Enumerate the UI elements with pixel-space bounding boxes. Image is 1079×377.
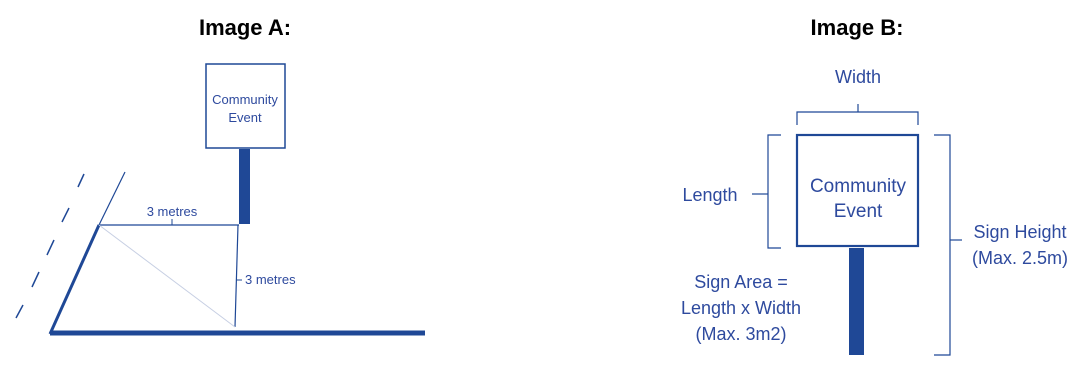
- image-a-road-edge-dashes: [15, 173, 85, 319]
- image-b-width-bracket: [796, 111, 919, 125]
- image-a-horizontal-distance-label: 3 metres: [147, 204, 198, 219]
- image-a-sign-post: [239, 149, 250, 224]
- image-b-sign-text-line2: Event: [834, 201, 883, 222]
- image-b-diagram: Image B: Width Community Event Length Si…: [681, 15, 1068, 356]
- image-a-vertical-distance-label: 3 metres: [245, 272, 296, 287]
- image-a-diagram: Image A: Community Event 3 metres 3 metr…: [15, 15, 425, 336]
- image-b-sign-area-line1: Sign Area =: [694, 272, 788, 292]
- image-a-road-edge-short: [98, 171, 126, 226]
- image-b-sign-height-line1: Sign Height: [973, 222, 1066, 242]
- image-b-length-label: Length: [682, 185, 737, 205]
- image-b-sign-height-bracket: [934, 134, 951, 356]
- image-b-heading: Image B:: [811, 15, 904, 40]
- image-b-sign-area-line3: (Max. 3m2): [695, 324, 786, 344]
- image-b-sign-area-line2: Length x Width: [681, 298, 801, 318]
- image-a-sign-text-line2: Event: [228, 110, 262, 125]
- image-b-width-label: Width: [835, 67, 881, 87]
- image-a-sign-text-line1: Community: [212, 92, 278, 107]
- image-a-heading: Image A:: [199, 15, 291, 40]
- image-b-sign-board: [795, 133, 920, 248]
- image-b-sign-height-line2: (Max. 2.5m): [972, 248, 1068, 268]
- image-b-sign-post: [849, 248, 864, 355]
- image-a-road-edge-thick: [48, 224, 101, 335]
- image-b-length-bracket: [767, 134, 781, 249]
- image-a-vertical-distance-line: [234, 224, 239, 328]
- image-b-sign-text-line1: Community: [810, 176, 907, 197]
- image-a-sign-board: [205, 63, 286, 149]
- image-a-sight-triangle-line: [98, 224, 236, 328]
